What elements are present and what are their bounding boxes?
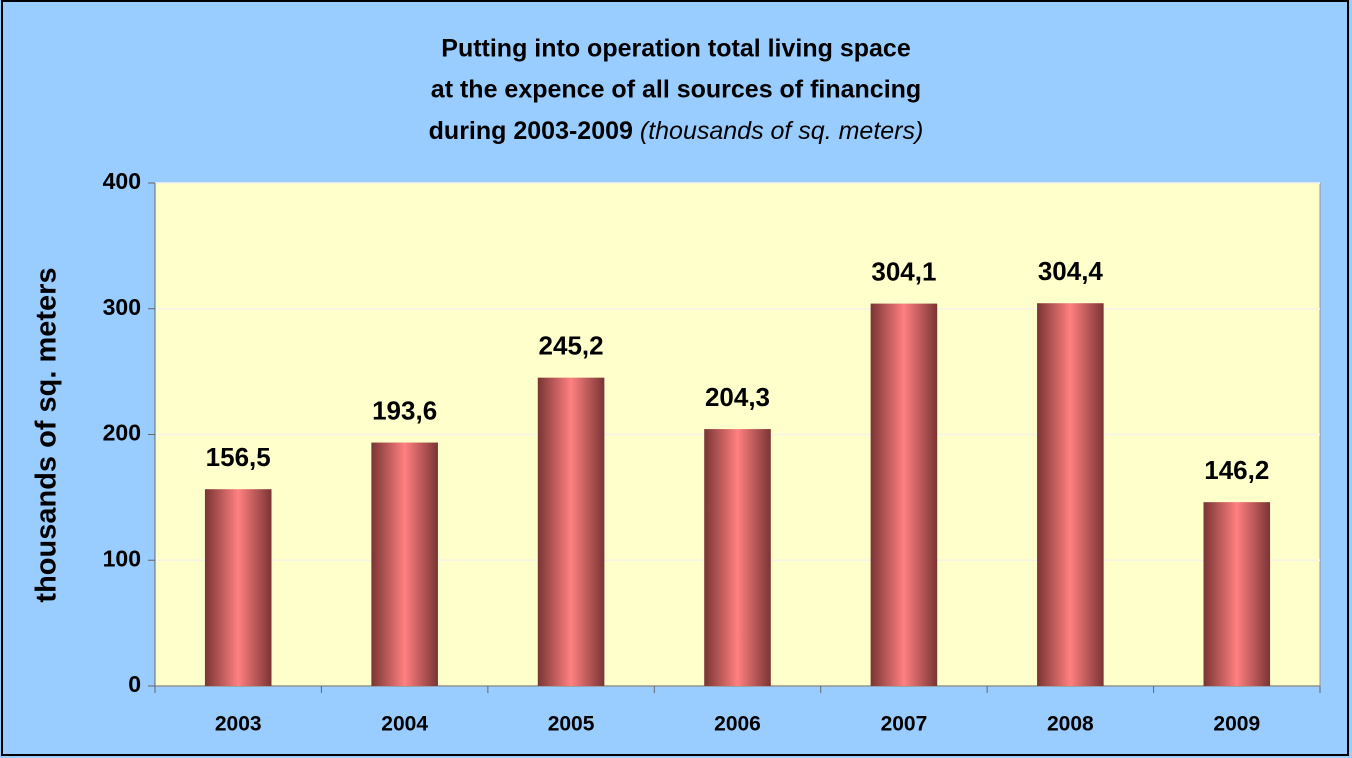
title-note: (thousands of sq. meters): [640, 117, 923, 145]
value-label: 146,2: [1204, 455, 1269, 485]
bar: [371, 442, 438, 686]
y-axis-title: thousands of sq. meters: [31, 267, 63, 602]
x-tick-label: 2008: [1047, 713, 1094, 736]
y-tick-label: 300: [103, 294, 141, 320]
value-label: 245,2: [539, 331, 604, 361]
chart-title: during 2003-2009 (thousands of sq. meter…: [429, 117, 924, 145]
chart-title: during 2003-2009: [429, 117, 633, 145]
y-tick-label: 0: [128, 671, 141, 697]
value-label: 204,3: [705, 382, 770, 412]
chart-title: Putting into operation total living spac…: [441, 35, 911, 63]
x-tick-label: 2007: [881, 713, 928, 736]
bar: [870, 303, 938, 686]
bar: [704, 429, 771, 686]
x-tick-label: 2009: [1213, 713, 1260, 736]
bar: [537, 377, 605, 686]
x-tick-label: 2004: [381, 713, 428, 736]
value-label: 156,5: [206, 442, 271, 472]
value-label: 193,6: [372, 395, 437, 425]
chart-title: at the expence of all sources of financi…: [431, 76, 921, 104]
y-tick-label: 200: [103, 420, 141, 446]
x-tick-label: 2005: [548, 713, 595, 736]
value-label: 304,4: [1038, 256, 1104, 286]
y-tick-label: 100: [103, 545, 141, 571]
x-tick-label: 2006: [714, 713, 761, 736]
bar: [204, 489, 272, 686]
bar: [1037, 303, 1104, 686]
value-label: 304,1: [871, 256, 936, 286]
bar: [1203, 502, 1271, 686]
y-tick-label: 400: [103, 168, 141, 194]
x-tick-label: 2003: [215, 713, 262, 736]
